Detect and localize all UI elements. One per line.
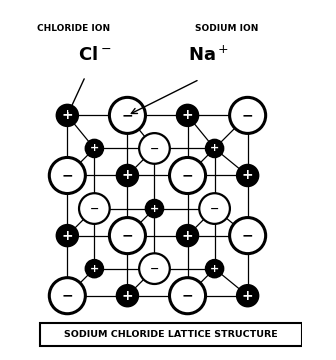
Text: −: − — [182, 289, 193, 303]
Text: +: + — [242, 168, 253, 183]
Circle shape — [177, 105, 198, 126]
Text: −: − — [150, 264, 159, 274]
Circle shape — [177, 225, 198, 246]
Circle shape — [169, 157, 206, 194]
Text: +: + — [182, 229, 193, 243]
Text: +: + — [182, 108, 193, 122]
Circle shape — [206, 140, 223, 157]
Text: $\mathbf{Na}^+$: $\mathbf{Na}^+$ — [188, 45, 229, 64]
Text: +: + — [210, 264, 219, 274]
Text: +: + — [90, 143, 99, 153]
Text: CHLORIDE ION: CHLORIDE ION — [37, 24, 110, 33]
Circle shape — [238, 165, 258, 186]
Text: −: − — [210, 203, 219, 213]
Text: +: + — [242, 289, 253, 303]
Circle shape — [229, 97, 266, 134]
Circle shape — [146, 200, 163, 217]
Text: +: + — [61, 229, 73, 243]
Circle shape — [206, 260, 223, 277]
Text: +: + — [90, 264, 99, 274]
Circle shape — [49, 278, 85, 314]
Text: +: + — [150, 203, 159, 213]
Circle shape — [79, 193, 110, 224]
Text: +: + — [122, 289, 133, 303]
Circle shape — [169, 278, 206, 314]
Circle shape — [57, 225, 78, 246]
Circle shape — [110, 97, 145, 134]
Circle shape — [110, 217, 145, 254]
Text: −: − — [61, 168, 73, 183]
Text: SODIUM ION: SODIUM ION — [195, 24, 258, 33]
Text: +: + — [210, 143, 219, 153]
Circle shape — [139, 133, 170, 164]
Text: SODIUM CHLORIDE LATTICE STRUCTURE: SODIUM CHLORIDE LATTICE STRUCTURE — [64, 330, 278, 339]
Circle shape — [86, 140, 103, 157]
Text: −: − — [242, 108, 253, 122]
Circle shape — [229, 217, 266, 254]
Circle shape — [238, 285, 258, 306]
Text: −: − — [61, 289, 73, 303]
Text: −: − — [242, 229, 253, 243]
Circle shape — [57, 105, 78, 126]
Text: −: − — [122, 108, 133, 122]
Circle shape — [139, 253, 170, 284]
Text: −: − — [122, 229, 133, 243]
Text: $\mathbf{Cl}^-$: $\mathbf{Cl}^-$ — [78, 46, 111, 64]
Circle shape — [117, 285, 138, 306]
Circle shape — [117, 165, 138, 186]
Bar — [40, 323, 302, 346]
Circle shape — [49, 157, 85, 194]
Circle shape — [199, 193, 230, 224]
Text: −: − — [90, 203, 99, 213]
Text: +: + — [61, 108, 73, 122]
Text: −: − — [150, 143, 159, 153]
Text: +: + — [122, 168, 133, 183]
Circle shape — [86, 260, 103, 277]
Text: −: − — [182, 168, 193, 183]
